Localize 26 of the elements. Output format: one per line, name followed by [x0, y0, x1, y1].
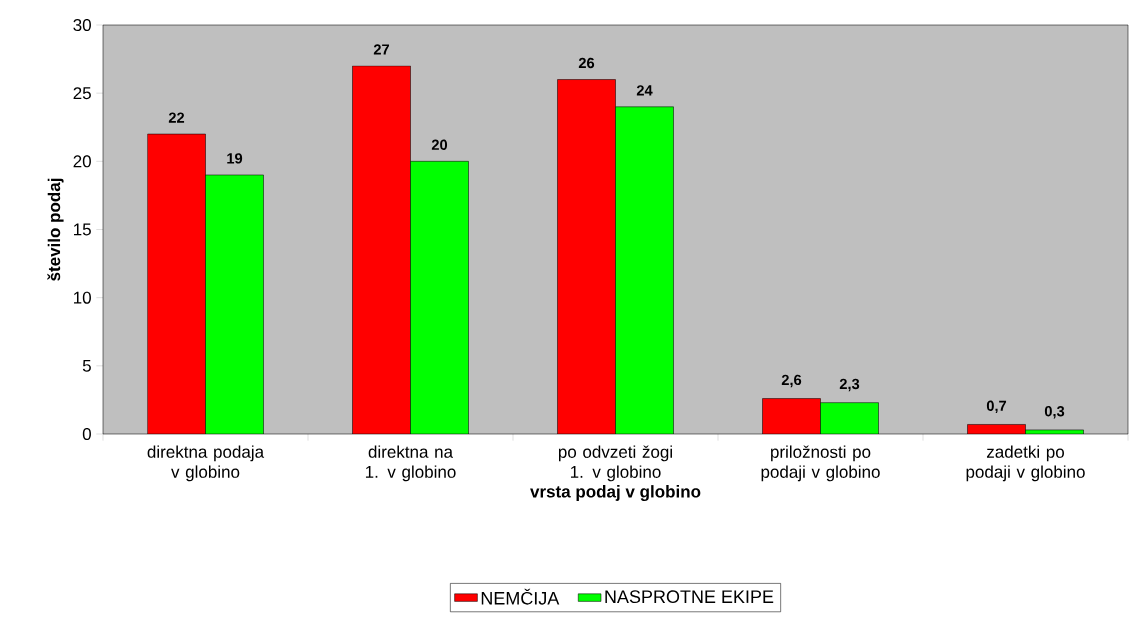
y-tick-label: 10	[74, 291, 91, 304]
data-label: 0,3	[1044, 406, 1065, 419]
data-label: 20	[431, 139, 448, 150]
y-tick-label: 15	[74, 223, 91, 236]
data-label: 19	[227, 153, 243, 164]
y-tick-label: 30	[73, 18, 91, 32]
x-tick-label: direktna podaja v globino	[147, 445, 265, 482]
y-tick-label: 0	[82, 427, 91, 441]
y-axis-title: število podaj	[47, 178, 64, 281]
data-label: 26	[578, 57, 595, 69]
x-tick-label: zadetki po podaji v globino	[966, 445, 1085, 482]
x-tick-label: po odvzeti žogi 1. v globino	[558, 445, 672, 482]
data-label: 2,6	[781, 374, 802, 388]
data-label: 22	[168, 112, 185, 123]
x-tick-label: direktna na 1. v globino	[365, 445, 456, 482]
x-tick-label: priložnosti po podaji v globino	[761, 445, 880, 482]
legend-label: NASPROTNE EKIPE	[605, 590, 774, 604]
x-axis-title: vrsta podaj v globino	[530, 485, 701, 502]
y-tick-label: 20	[73, 155, 91, 168]
legend-label: NEMČIJA	[481, 588, 560, 605]
data-label: 2,3	[839, 378, 860, 392]
data-label: 0,7	[986, 400, 1007, 414]
y-tick-label: 5	[82, 359, 91, 372]
data-label: 27	[373, 44, 390, 55]
data-label: 24	[636, 85, 653, 96]
y-tick-label: 25	[73, 87, 91, 100]
